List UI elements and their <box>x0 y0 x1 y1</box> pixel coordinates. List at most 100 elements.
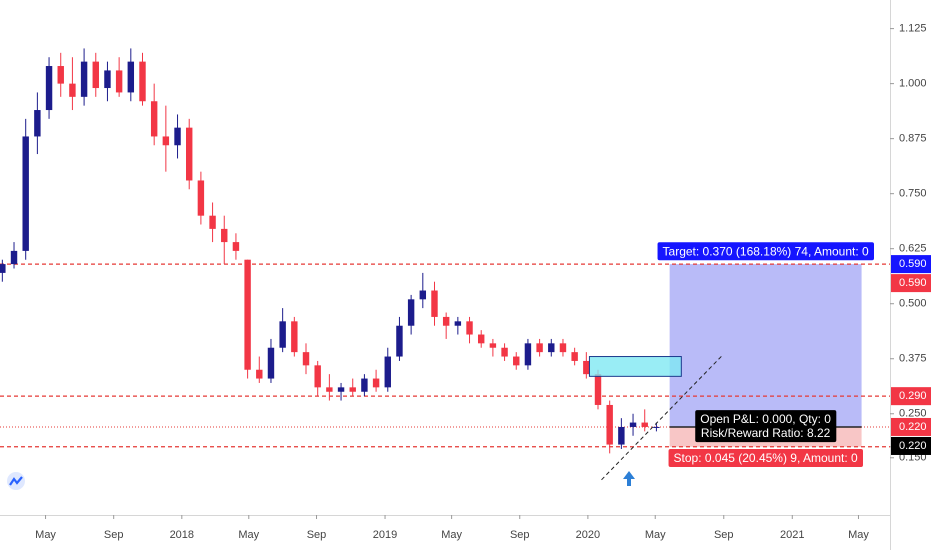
price-tag <box>891 255 931 274</box>
y-tick-label: 0.250 <box>899 408 927 420</box>
stop-label-bg <box>668 448 863 467</box>
price-tag-label: 0.220 <box>899 440 927 452</box>
candle-body <box>396 325 403 357</box>
x-tick-label: May <box>645 529 666 541</box>
y-tick-label: 1.000 <box>899 78 927 90</box>
candle-body <box>22 136 29 251</box>
y-tick-label: 0.875 <box>899 133 927 145</box>
candle-body <box>256 369 263 379</box>
candle-body <box>454 321 462 326</box>
candle-body <box>162 136 170 146</box>
candle-body <box>115 70 123 93</box>
x-tick-label: Sep <box>714 529 734 541</box>
candle-body <box>92 61 99 89</box>
candle-body <box>384 356 391 388</box>
candle-body <box>174 127 181 146</box>
candle-body <box>337 387 345 392</box>
candle-body <box>302 352 310 366</box>
x-tick-label: May <box>35 529 56 541</box>
candle-body <box>442 316 450 326</box>
pnl-bg <box>695 410 837 443</box>
candle-body <box>209 215 216 229</box>
x-tick-label: 2019 <box>373 529 397 541</box>
candle-body <box>407 299 415 326</box>
y-tick-label: 1.125 <box>899 23 927 35</box>
candle-body <box>653 426 660 428</box>
candle-body <box>594 374 602 405</box>
target-label-group: Target: 0.370 (168.18%) 74, Amount: 0 <box>657 242 874 261</box>
candle-body <box>419 290 427 300</box>
candle-body <box>0 264 6 273</box>
candle-body <box>45 66 53 111</box>
x-tick-label: May <box>848 529 869 541</box>
candle-body <box>349 387 356 392</box>
y-tick-label: 0.375 <box>899 353 927 365</box>
target-label: Target: 0.370 (168.18%) 74, Amount: 0 <box>663 244 869 258</box>
candle-body <box>583 360 590 375</box>
price-tag-label: 0.590 <box>899 258 927 270</box>
price-tag <box>891 274 931 293</box>
x-tick-label: May <box>441 529 462 541</box>
candle-body <box>291 321 298 353</box>
candle-body <box>150 101 158 137</box>
trendline <box>601 353 724 481</box>
candle-body <box>477 334 485 344</box>
price-tag-label: 0.590 <box>899 277 927 289</box>
candle-body <box>524 343 532 366</box>
target-zone <box>669 264 862 427</box>
zone-box <box>588 356 682 377</box>
candle-body <box>197 180 205 216</box>
candle-body <box>139 61 146 102</box>
x-tick-label: Sep <box>307 529 327 541</box>
logo <box>7 472 25 490</box>
candle-body <box>314 365 321 388</box>
candle-body <box>57 66 64 84</box>
candle-body <box>104 70 111 89</box>
y-tick-label: 0.625 <box>899 243 927 255</box>
stop-label: Stop: 0.045 (20.45%) 9, Amount: 0 <box>674 451 858 465</box>
arrow-icon <box>623 471 635 486</box>
candle-body <box>571 352 578 361</box>
candle-body <box>69 83 76 97</box>
price-tag-label: 0.220 <box>899 421 927 433</box>
y-tick-label: 0.750 <box>899 188 927 200</box>
candle-body <box>513 356 520 366</box>
stop-label-group: Stop: 0.045 (20.45%) 9, Amount: 0 <box>668 448 863 467</box>
candle-body <box>232 242 240 251</box>
candle-body <box>372 378 380 388</box>
candle-body <box>559 343 567 353</box>
x-tick-label: May <box>238 529 259 541</box>
target-label-bg <box>657 242 874 261</box>
candle-body <box>489 343 497 348</box>
pnl-label: Open P&L: 0.000, Qty: 0 <box>700 412 831 426</box>
candle-body <box>279 321 286 348</box>
price-tag <box>891 417 931 436</box>
candle-body <box>606 404 613 445</box>
price-tag <box>891 436 931 455</box>
x-tick-label: Sep <box>104 529 124 541</box>
x-tick-label: 2018 <box>170 529 194 541</box>
candle-body <box>466 321 473 335</box>
price-tag-label: 0.290 <box>899 390 927 402</box>
candle-body <box>431 290 438 317</box>
candle-body <box>618 426 625 445</box>
candle-body <box>186 127 193 181</box>
x-tick-label: 2021 <box>780 529 804 541</box>
candle-body <box>501 347 508 357</box>
candle-body <box>641 422 648 427</box>
candle-body <box>127 61 135 93</box>
candle-body <box>10 250 18 265</box>
candle-body <box>80 61 88 97</box>
candle-body <box>326 387 333 392</box>
candle-body <box>34 110 41 137</box>
candle-body <box>548 343 555 353</box>
candle-body <box>244 259 251 370</box>
rr-label: Risk/Reward Ratio: 8.22 <box>701 426 831 440</box>
candle-body <box>267 347 275 379</box>
x-tick-label: 2020 <box>576 529 600 541</box>
candle-body <box>629 422 637 427</box>
x-tick-label: Sep <box>510 529 530 541</box>
candle-body <box>221 228 228 243</box>
